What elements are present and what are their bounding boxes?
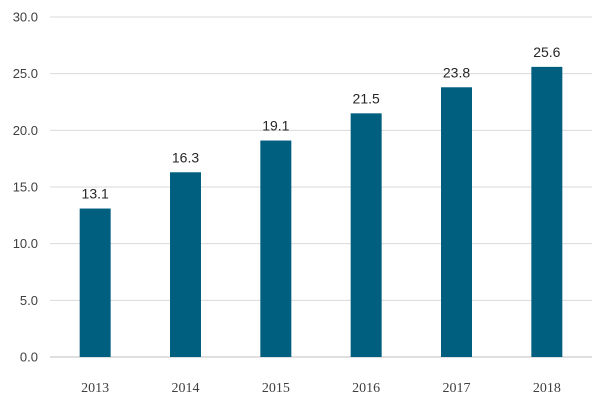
x-axis-ticks: 2013 2014 2015 2016 2017 2018 [81, 381, 561, 396]
x-tick-label: 2018 [533, 381, 561, 396]
bar-2013 [79, 208, 111, 357]
y-tick-label: 5.0 [20, 293, 38, 308]
data-label: 13.1 [82, 186, 109, 202]
bar-2016 [350, 113, 382, 357]
y-axis-ticks: 0.0 5.0 10.0 15.0 20.0 25.0 30.0 [13, 10, 38, 365]
bar-2015 [260, 140, 292, 357]
y-tick-label: 25.0 [13, 66, 38, 81]
data-label: 19.1 [262, 118, 289, 134]
x-tick-label: 2017 [443, 381, 471, 396]
x-tick-label: 2015 [262, 381, 290, 396]
x-tick-label: 2016 [352, 381, 380, 396]
bar-2017 [441, 87, 472, 358]
y-tick-label: 30.0 [13, 10, 38, 25]
y-tick-label: 15.0 [13, 180, 38, 195]
x-tick-label: 2014 [172, 381, 200, 396]
gridlines [50, 16, 592, 358]
y-tick-label: 20.0 [13, 123, 38, 138]
y-tick-label: 10.0 [13, 236, 38, 251]
bar-2018 [531, 66, 563, 357]
data-label: 23.8 [443, 64, 470, 80]
bars [79, 66, 563, 358]
data-labels: 13.1 16.3 19.1 21.5 23.8 25.6 [82, 44, 561, 202]
data-label: 16.3 [172, 149, 199, 165]
y-tick-label: 0.0 [20, 350, 38, 365]
bar-2014 [170, 172, 201, 357]
data-label: 25.6 [533, 44, 560, 60]
x-tick-label: 2013 [81, 381, 109, 396]
data-label: 21.5 [353, 90, 380, 106]
